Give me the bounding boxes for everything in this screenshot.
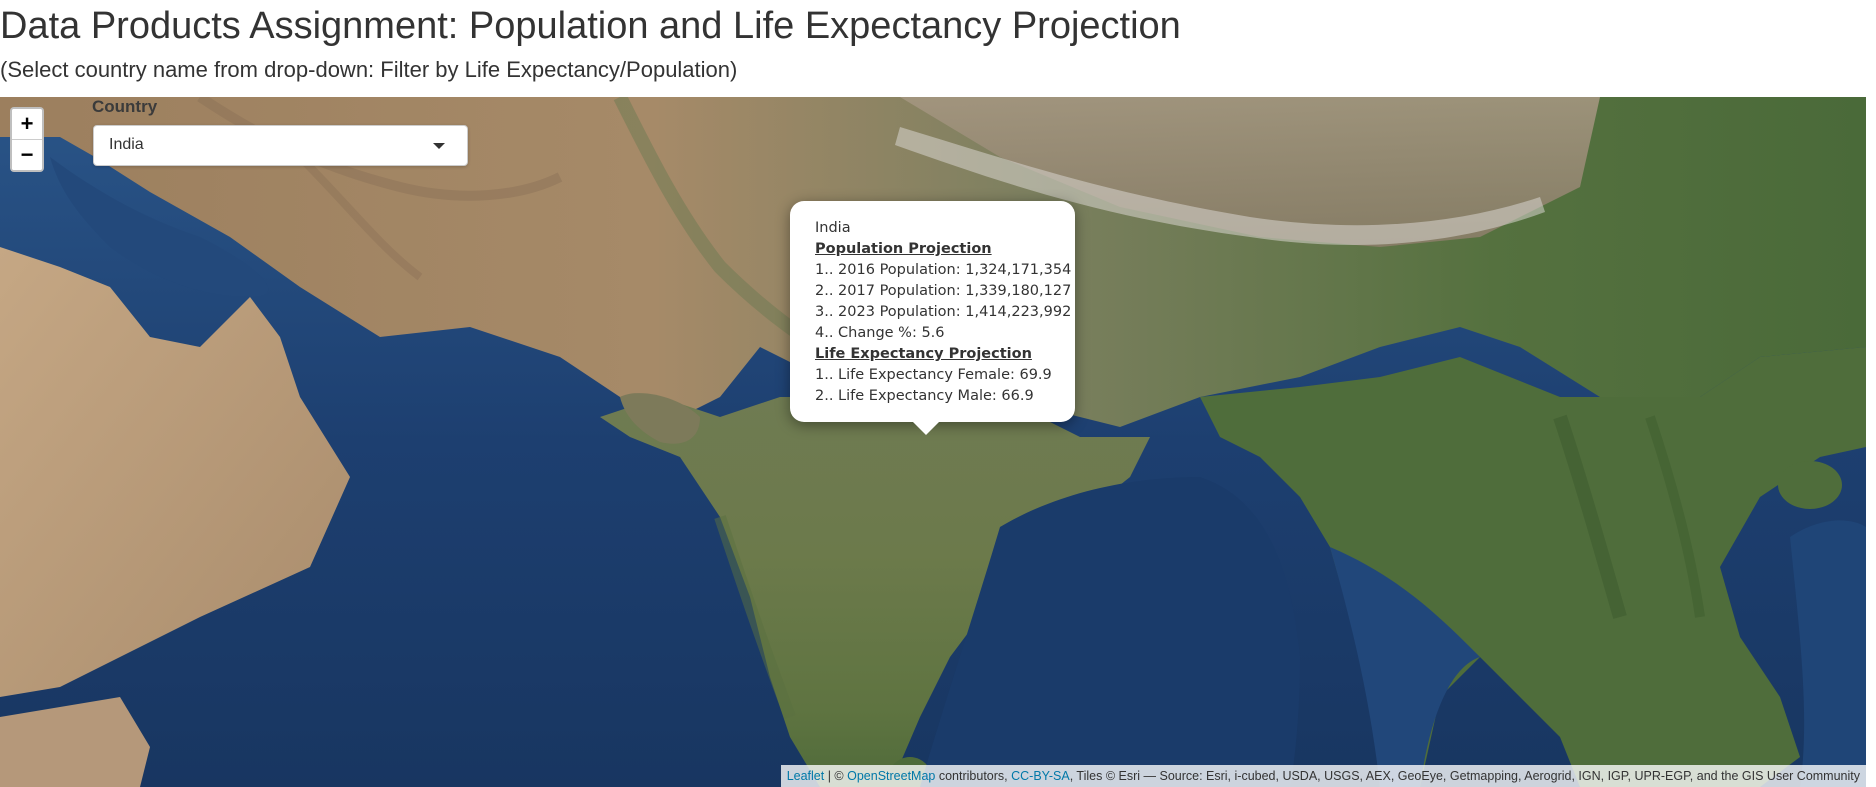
country-dropdown[interactable]: India (93, 125, 468, 166)
popup-tip (912, 421, 940, 435)
country-popup: India Population Projection 1.. 2016 Pop… (790, 201, 1075, 422)
zoom-out-button[interactable]: − (12, 139, 42, 170)
attribution-separator: | © (824, 769, 848, 783)
attribution-contributors: contributors, (935, 769, 1012, 783)
map-attribution: Leaflet | © OpenStreetMap contributors, … (780, 765, 1866, 787)
life-expectancy-heading: Life Expectancy Projection (815, 346, 1032, 362)
map-container[interactable]: + − Country India India Population Proje… (0, 97, 1866, 787)
population-line: 2.. 2017 Population: 1,339,180,127 (815, 283, 1072, 299)
chevron-down-icon (433, 143, 445, 149)
population-line: 1.. 2016 Population: 1,324,171,354 (815, 262, 1072, 278)
popup-title: India (815, 220, 851, 236)
country-label: Country (92, 97, 158, 116)
population-line: 3.. 2023 Population: 1,414,223,992 (815, 304, 1072, 320)
population-heading: Population Projection (815, 241, 992, 257)
population-line: 4.. Change %: 5.6 (815, 325, 945, 341)
page-title: Data Products Assignment: Population and… (0, 5, 1181, 47)
zoom-in-button[interactable]: + (12, 109, 42, 139)
life-expectancy-line: 2.. Life Expectancy Male: 66.9 (815, 388, 1034, 404)
life-expectancy-line: 1.. Life Expectancy Female: 69.9 (815, 367, 1052, 383)
zoom-control: + − (10, 107, 44, 172)
attribution-esri-text: , Tiles © Esri — Source: Esri, i-cubed, … (1069, 769, 1860, 783)
leaflet-link[interactable]: Leaflet (786, 769, 825, 783)
page-subtitle: (Select country name from drop-down: Fil… (0, 57, 738, 82)
openstreetmap-link[interactable]: OpenStreetMap (847, 769, 936, 783)
cc-by-sa-link[interactable]: CC-BY-SA (1011, 769, 1070, 783)
country-dropdown-value: India (109, 136, 144, 153)
